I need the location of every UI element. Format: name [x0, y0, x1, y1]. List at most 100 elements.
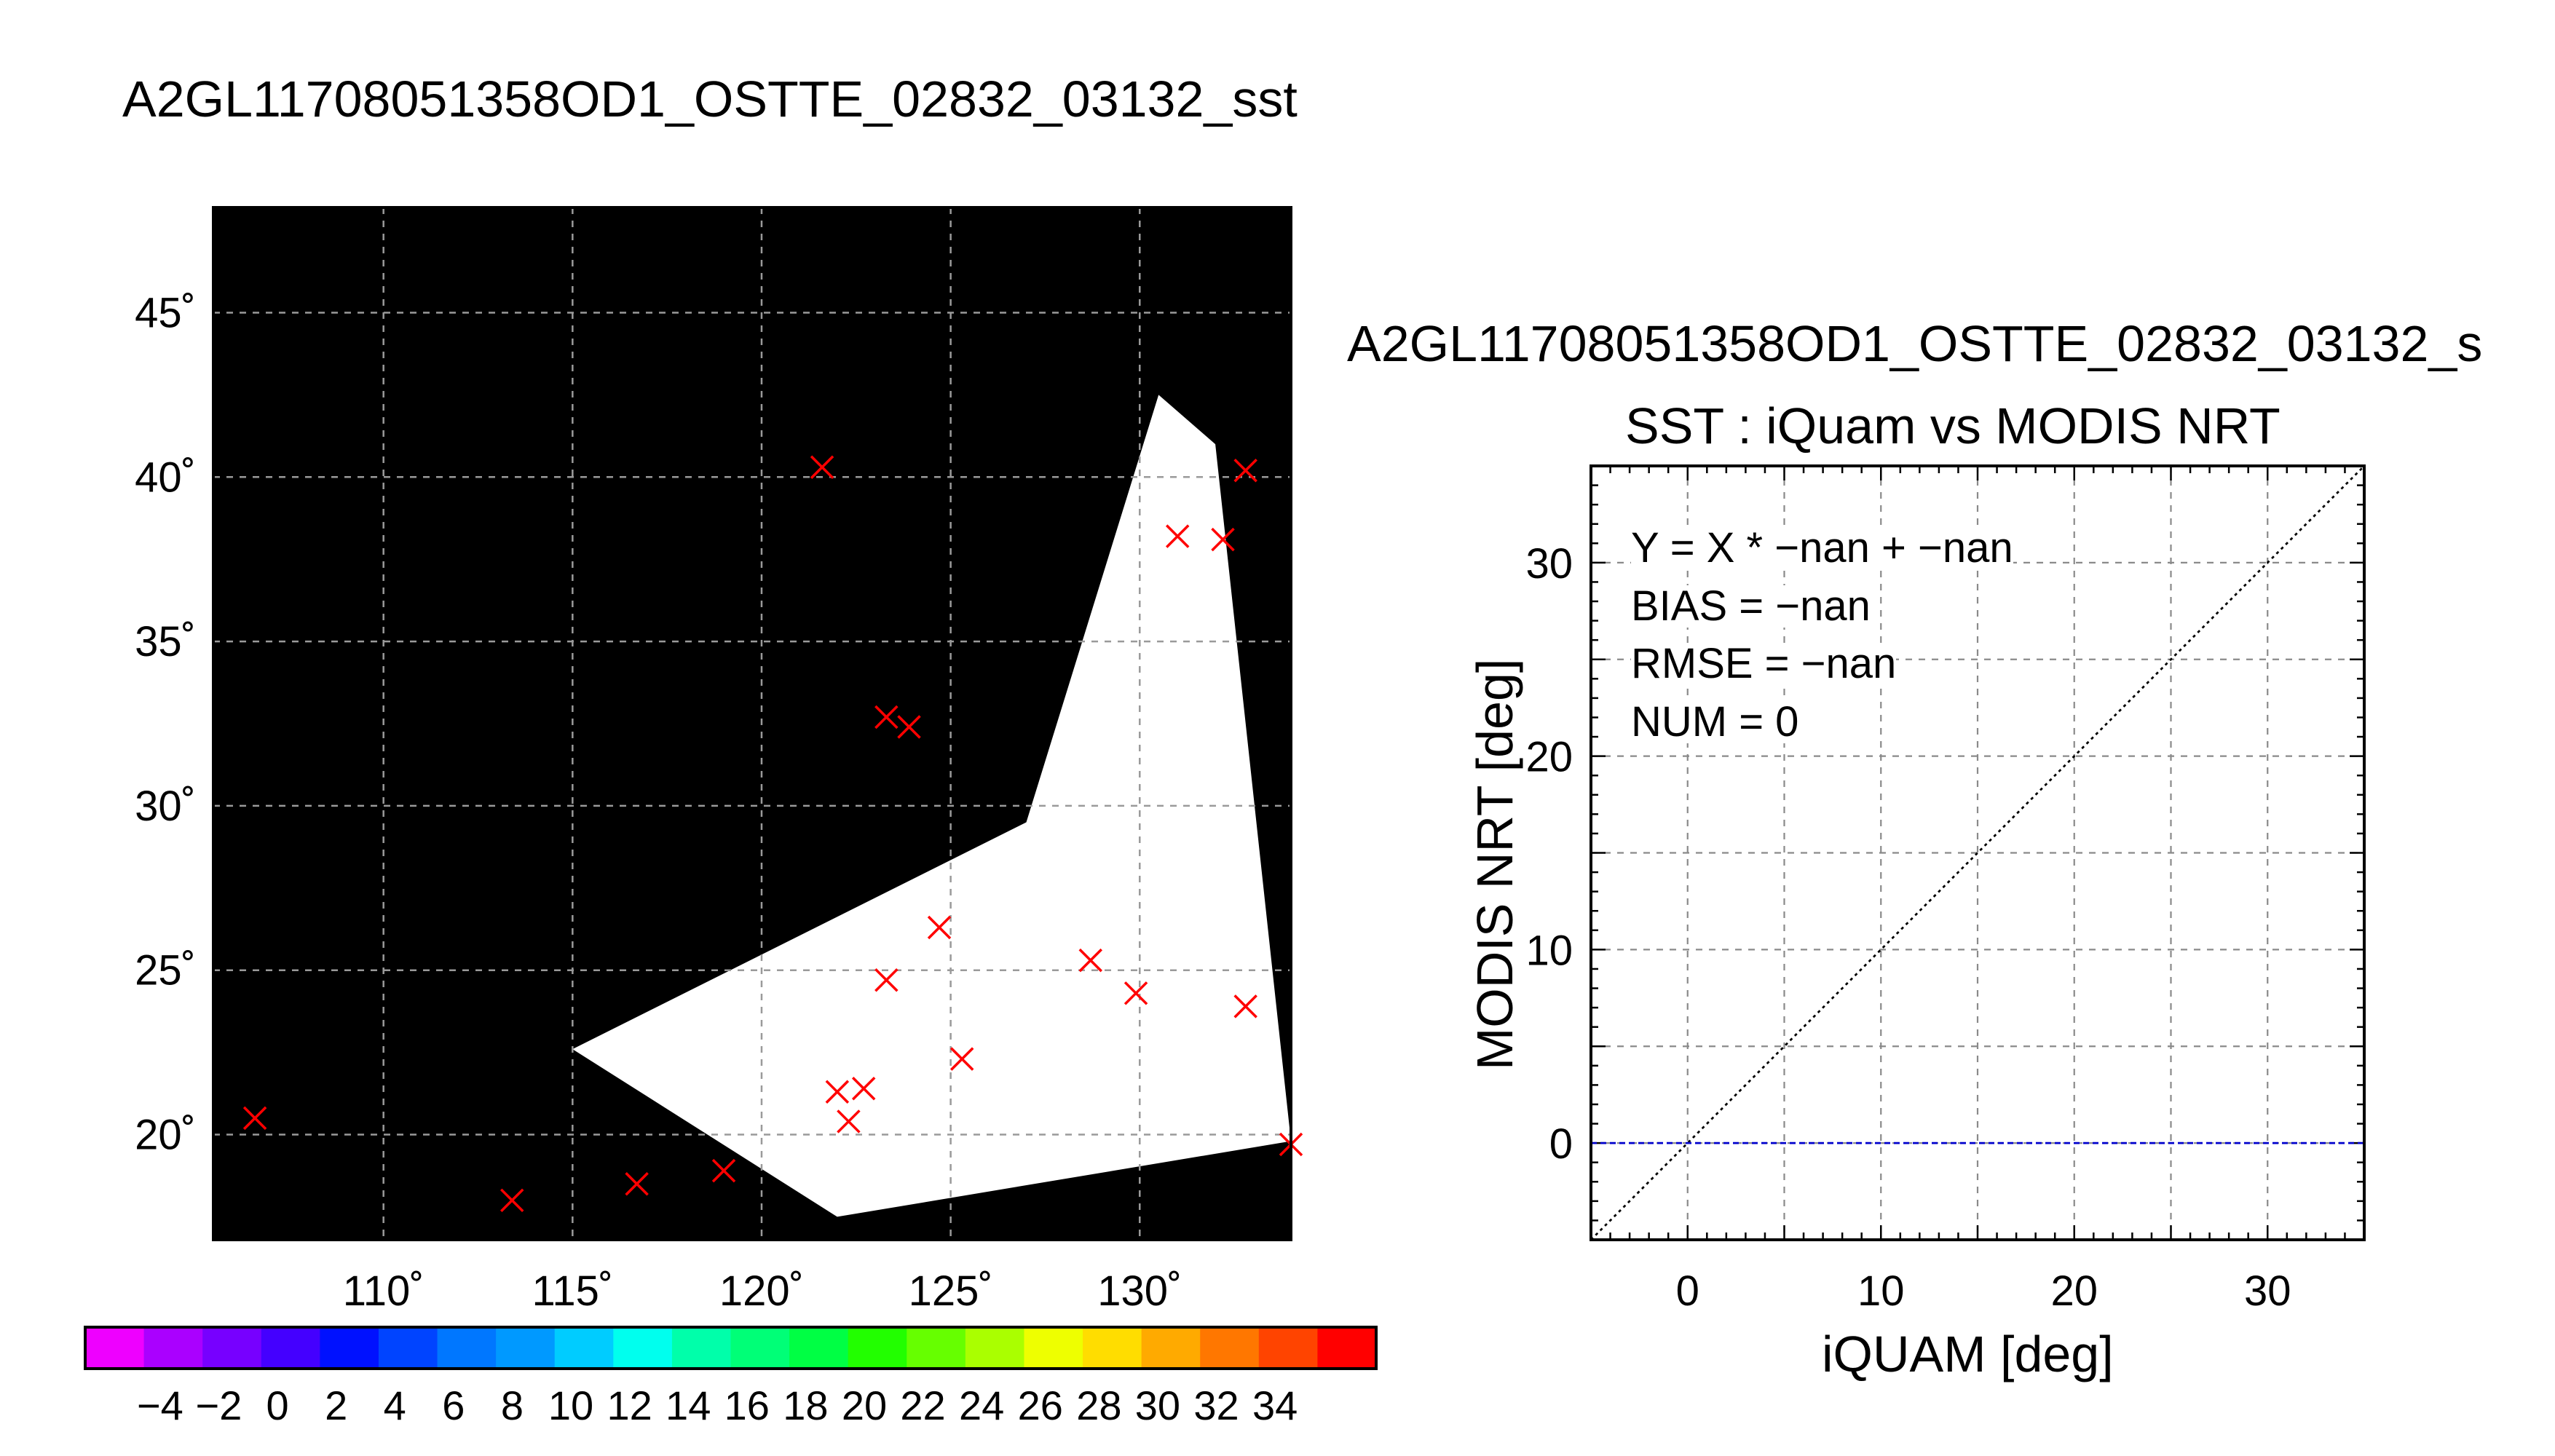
colorbar-swatch	[848, 1327, 907, 1369]
colorbar-tick-label: 32	[1193, 1382, 1239, 1428]
scatter-title: SST : iQuam vs MODIS NRT	[1625, 397, 2280, 454]
map-point	[897, 715, 921, 739]
map-point-stroke	[897, 715, 921, 739]
scatter-y-tick-label: 0	[1549, 1120, 1573, 1168]
stats-regression-line: Y = X * −nan + −nan	[1631, 524, 2013, 571]
stats-num-line: NUM = 0	[1631, 698, 1799, 745]
scatter-y-axis-label: MODIS NRT [deg]	[1466, 658, 1523, 1070]
map-point-stroke	[837, 1109, 861, 1133]
map-point	[874, 968, 899, 992]
colorbar-swatch	[613, 1327, 673, 1369]
colorbar-tick-label: 20	[842, 1382, 887, 1428]
map-x-tick-label: 110˚	[343, 1267, 424, 1315]
colorbar-swatch	[437, 1327, 497, 1369]
scatter-x-tick-label: 0	[1676, 1267, 1699, 1315]
colorbar-swatch	[965, 1327, 1024, 1369]
colorbar-swatch	[1024, 1327, 1083, 1369]
scatter-x-tick-label: 10	[1857, 1267, 1905, 1315]
scatter-subtitle: A2GL11708051358OD1_OSTTE_02832_03132_s	[1347, 315, 2483, 372]
colorbar-swatch	[907, 1327, 966, 1369]
colorbar-tick-label: 10	[548, 1382, 593, 1428]
colorbar-tick-label: 2	[325, 1382, 347, 1428]
colorbar-swatch	[1083, 1327, 1142, 1369]
map-x-tick-label: 120˚	[719, 1267, 804, 1315]
colorbar-swatch	[671, 1327, 731, 1369]
map-point	[874, 705, 899, 729]
scatter-y-tick-label: 10	[1525, 927, 1573, 974]
colorbar-swatch	[554, 1327, 614, 1369]
map-point	[242, 1106, 267, 1131]
map-point	[625, 1171, 649, 1196]
scatter-identity-line	[1590, 465, 2365, 1241]
map-y-tick-label: 25˚	[135, 947, 196, 994]
colorbar-swatch	[378, 1327, 438, 1369]
colorbar-tick-label: 26	[1018, 1382, 1063, 1428]
map-frame	[212, 206, 1292, 1241]
colorbar-swatch	[85, 1327, 145, 1369]
map-x-tick-label: 115˚	[532, 1267, 613, 1315]
map-point-stroke	[874, 705, 899, 729]
colorbar-swatch	[1317, 1327, 1377, 1369]
map-point-stroke	[625, 1171, 649, 1196]
colorbar-frame	[84, 1326, 1378, 1370]
map-y-tick-label: 35˚	[135, 618, 196, 665]
colorbar-tick-label: 12	[607, 1382, 652, 1428]
colorbar-tick-label: −2	[196, 1382, 242, 1428]
colorbar-swatch	[1200, 1327, 1260, 1369]
colorbar-swatch	[496, 1327, 556, 1369]
colorbar-swatch	[143, 1327, 203, 1369]
scatter-x-tick-label: 30	[2244, 1267, 2291, 1315]
map-point	[1124, 981, 1148, 1005]
map-point-stroke	[825, 1080, 850, 1104]
colorbar-swatch	[1258, 1327, 1318, 1369]
scatter-y-tick-label: 20	[1525, 734, 1573, 781]
map-point	[851, 1077, 876, 1101]
map-point	[810, 455, 834, 479]
map-point	[1233, 459, 1257, 483]
colorbar-tick-label: 28	[1076, 1382, 1121, 1428]
map-point-stroke	[1211, 527, 1235, 552]
map-point-stroke	[1233, 994, 1257, 1018]
colorbar-tick-label: 0	[266, 1382, 288, 1428]
map-point-stroke	[874, 968, 899, 992]
map-y-tick-label: 20˚	[135, 1111, 196, 1158]
colorbar-tick-label: 6	[442, 1382, 465, 1428]
colorbar-swatch	[789, 1327, 849, 1369]
map-point	[1165, 524, 1190, 548]
map-point-stroke	[927, 915, 952, 940]
map-point-stroke	[851, 1077, 876, 1101]
map-point	[1211, 527, 1235, 552]
colorbar-swatch	[1141, 1327, 1201, 1369]
colorbar-tick-label: 16	[724, 1382, 770, 1428]
colorbar-swatch	[320, 1327, 379, 1369]
map-point	[1233, 994, 1257, 1018]
map-point	[1078, 948, 1103, 973]
colorbar-tick-label: 8	[501, 1382, 524, 1428]
scatter-y-tick-label: 30	[1525, 540, 1573, 587]
map-point	[711, 1158, 736, 1183]
map-point	[500, 1188, 524, 1213]
colorbar-tick-label: 22	[900, 1382, 945, 1428]
colorbar-swatch	[730, 1327, 790, 1369]
map-point-stroke	[711, 1158, 736, 1183]
scatter-x-tick-label: 20	[2050, 1267, 2098, 1315]
map-point-stroke	[810, 455, 834, 479]
colorbar-swatch	[202, 1327, 262, 1369]
map-point-stroke	[1165, 524, 1190, 548]
map-point	[825, 1080, 850, 1104]
figure-title: A2GL11708051358OD1_OSTTE_02832_03132_sst	[122, 71, 1298, 127]
map-point-stroke	[1078, 948, 1103, 973]
colorbar-tick-label: 24	[959, 1382, 1004, 1428]
map-point-stroke	[1124, 981, 1148, 1005]
map-swath	[572, 395, 1291, 1217]
map-x-tick-label: 125˚	[909, 1267, 993, 1315]
stats-bias-line: BIAS = −nan	[1631, 582, 1871, 630]
map-x-tick-label: 130˚	[1097, 1267, 1182, 1315]
colorbar-tick-label: −4	[137, 1382, 183, 1428]
scatter-frame	[1590, 464, 2366, 1241]
map-point	[949, 1047, 974, 1071]
colorbar-tick-label: 18	[783, 1382, 828, 1428]
colorbar-tick-label: 30	[1135, 1382, 1180, 1428]
